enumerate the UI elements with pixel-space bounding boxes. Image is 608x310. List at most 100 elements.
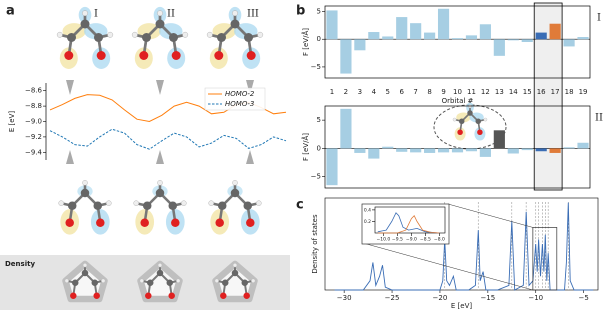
structure-label: I — [94, 9, 98, 20]
bar — [410, 23, 422, 40]
x-tick-label: 16 — [537, 88, 546, 96]
bar — [326, 10, 338, 40]
zoom-connector — [362, 242, 533, 291]
x-tick-label: 10 — [453, 88, 462, 96]
bar — [437, 8, 450, 40]
x-tick-label: −15 — [480, 294, 495, 302]
bar — [396, 148, 408, 152]
x-tick-label: 7 — [413, 88, 417, 96]
axes-frame — [324, 5, 591, 79]
axes-frame — [374, 206, 446, 234]
x-tick-label: 6 — [399, 88, 404, 96]
x-tick-label: 2 — [344, 88, 348, 96]
bar — [535, 32, 547, 40]
y-tick-label: 0.4 — [364, 207, 371, 213]
chart-annotation: II — [595, 113, 603, 124]
y-tick-label: 0 — [317, 35, 321, 43]
y-tick-label: 0 — [317, 144, 321, 152]
x-axis-label: E [eV] — [451, 302, 472, 310]
axes-frame — [324, 105, 591, 189]
y-tick-label: 5 — [317, 8, 321, 16]
y-axis-label: E [eV] — [8, 111, 16, 132]
series-line — [49, 128, 287, 150]
bar — [479, 148, 491, 157]
x-tick-label: 14 — [509, 88, 518, 96]
bar — [577, 142, 589, 149]
x-tick-label: −5 — [578, 294, 588, 302]
x-tick-label: 8 — [427, 88, 431, 96]
x-tick-label: −10.0 — [377, 237, 391, 243]
x-tick-label: 15 — [523, 88, 532, 96]
bar — [493, 39, 505, 56]
bar — [424, 32, 436, 40]
series-line — [377, 212, 440, 234]
panel-label: b — [296, 4, 305, 19]
x-tick-label: 9 — [441, 88, 445, 96]
panel-label: a — [6, 4, 15, 19]
bar — [493, 130, 505, 149]
bar — [577, 37, 589, 40]
y-tick-label: −5 — [311, 63, 321, 71]
y-tick-label: −9.4 — [25, 148, 43, 156]
x-tick-label: 18 — [565, 88, 574, 96]
x-tick-label: 3 — [358, 88, 362, 96]
bar — [549, 148, 561, 153]
bar — [354, 39, 366, 51]
zoom-box — [532, 227, 558, 291]
bar — [410, 148, 422, 153]
bar — [563, 147, 575, 149]
x-tick-label: 5 — [386, 88, 390, 96]
series-line — [377, 215, 440, 234]
x-tick-label: −30 — [337, 294, 352, 302]
y-axis-label: Density of states — [311, 214, 319, 274]
bar — [382, 146, 394, 149]
y-tick-label: 0.2 — [364, 219, 371, 225]
bar — [354, 148, 366, 153]
x-tick-label: 17 — [551, 88, 560, 96]
bar — [451, 148, 464, 153]
y-tick-label: −8.8 — [25, 102, 42, 110]
bar — [424, 148, 436, 153]
bar — [465, 35, 478, 40]
x-tick-label: 4 — [372, 88, 377, 96]
structure-label: II — [167, 9, 175, 20]
y-tick-label: −5 — [311, 173, 321, 181]
panel-label: c — [296, 198, 304, 213]
bar — [382, 36, 394, 40]
y-tick-label: 5 — [317, 116, 321, 124]
bar — [479, 24, 491, 40]
bar — [326, 148, 338, 186]
dos-line — [334, 202, 594, 291]
y-axis-label: F [eV/Å] — [301, 28, 310, 56]
x-tick-label: 11 — [467, 88, 476, 96]
structure-label: III — [247, 9, 259, 20]
bar — [340, 39, 352, 74]
x-tick-label: 12 — [481, 88, 490, 96]
bar — [465, 148, 478, 152]
x-tick-label: −25 — [385, 294, 400, 302]
bar — [368, 148, 380, 159]
bar — [368, 32, 380, 40]
x-axis-label: Orbital # — [442, 97, 474, 105]
x-tick-label: 13 — [495, 88, 504, 96]
bar — [521, 39, 533, 42]
x-tick-label: −10 — [528, 294, 543, 302]
legend-label: HOMO-3 — [225, 100, 254, 108]
x-tick-label: −8.5 — [420, 237, 431, 243]
zoom-connector — [447, 203, 533, 228]
bar — [549, 23, 561, 40]
y-tick-label: −9.2 — [25, 133, 42, 141]
bar — [437, 148, 450, 153]
bar — [507, 39, 519, 41]
bar — [396, 17, 408, 40]
x-tick-label: −9.0 — [406, 237, 417, 243]
x-tick-label: −9.5 — [392, 237, 403, 243]
y-axis-label: F [eV/Å] — [301, 133, 310, 161]
bar — [535, 148, 547, 152]
x-tick-label: 19 — [579, 88, 588, 96]
bar — [451, 38, 464, 40]
bar — [563, 39, 575, 47]
bar — [521, 148, 533, 151]
x-tick-label: −8.0 — [434, 237, 445, 243]
